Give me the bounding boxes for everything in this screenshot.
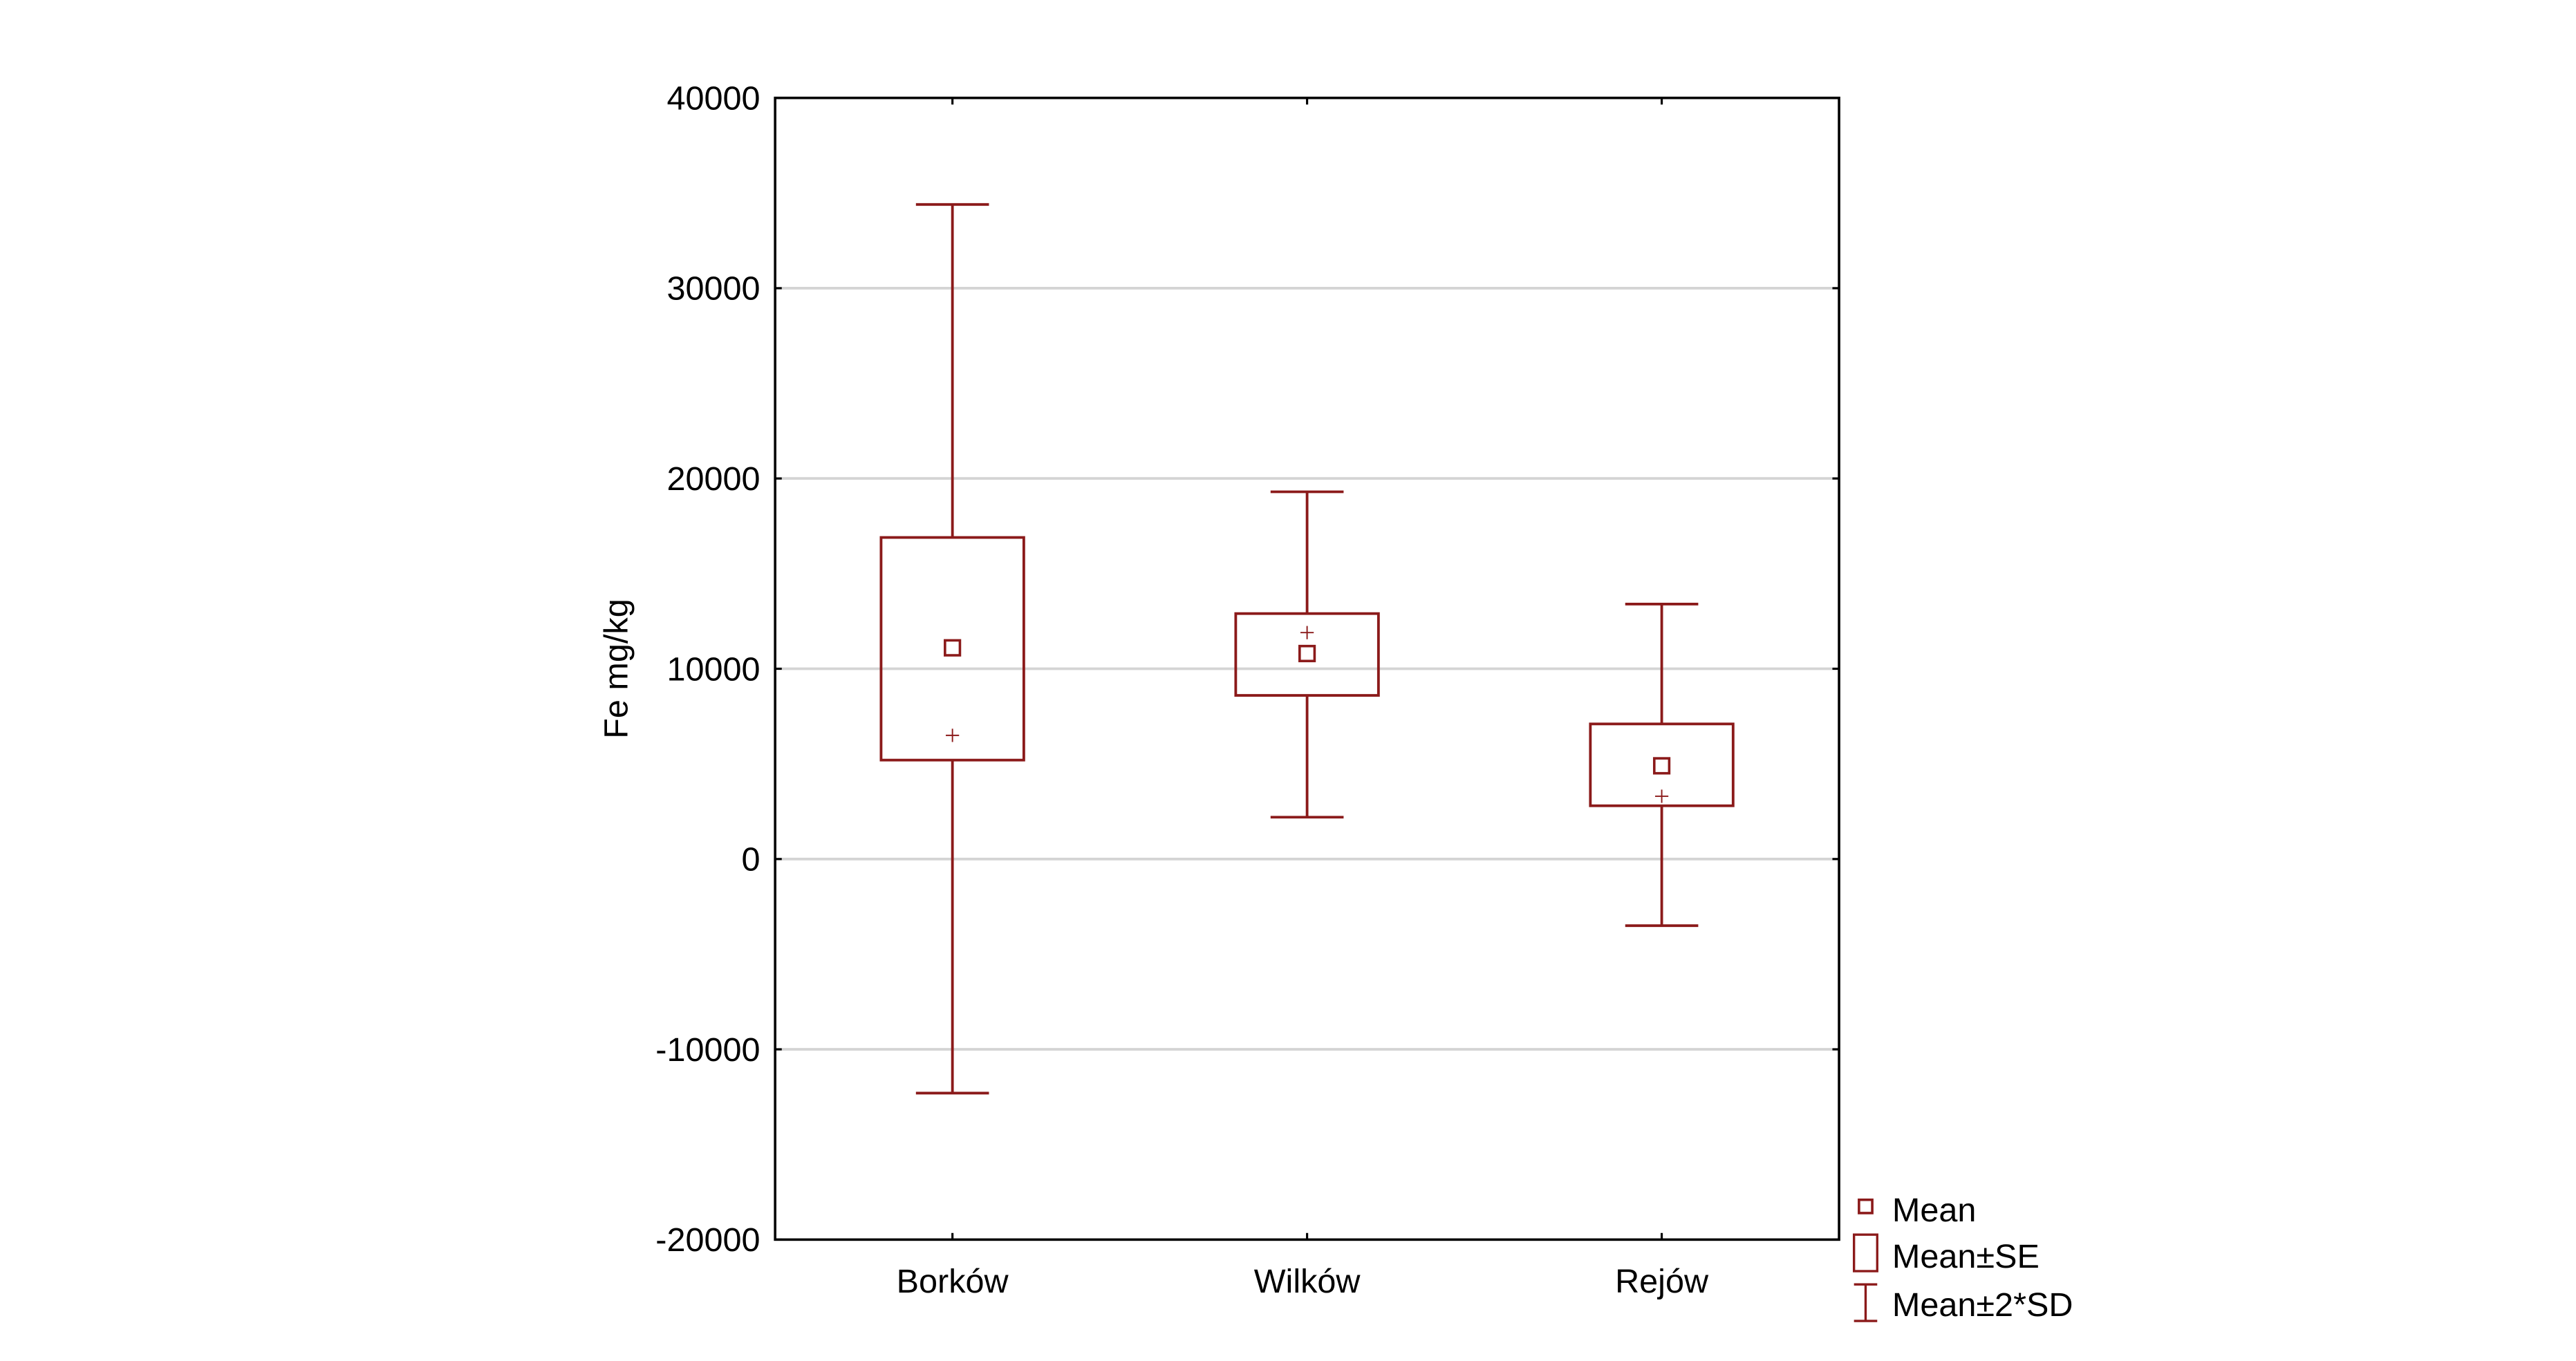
grid-layer [775, 287, 1840, 1051]
y-tick-label: 40000 [666, 79, 760, 117]
y-tick-label: -20000 [655, 1221, 760, 1259]
x-category-label: Wilków [1254, 1263, 1361, 1300]
se-box [879, 536, 1025, 762]
y-tick-label: 20000 [666, 460, 760, 498]
legend-label: Mean±SE [1892, 1238, 2040, 1275]
y-tick-label: 10000 [666, 650, 760, 688]
se-box [1589, 722, 1735, 807]
mean-marker [1298, 644, 1316, 663]
x-category-label: Borków [897, 1263, 1009, 1300]
y-tick-label: -10000 [655, 1031, 760, 1069]
mean-marker [944, 639, 962, 657]
box-group-0 [879, 203, 1025, 1095]
box-group-1 [1234, 490, 1380, 819]
mean-marker [1652, 757, 1671, 775]
axis-layer: 40000 30000 20000 10000 0 -10000 -20000 Borków W… [597, 79, 1840, 1300]
y-tick-label: 0 [742, 841, 760, 879]
x-category-label: Rejów [1615, 1263, 1709, 1300]
legend-label: Mean±2*SD [1892, 1286, 2073, 1324]
legend-mean-symbol [1858, 1198, 1874, 1214]
legend-label: Mean [1892, 1192, 1977, 1229]
legend: Mean Mean±SE Mean±2*SD [1852, 1192, 2073, 1324]
marks-layer [879, 203, 1735, 1095]
y-axis-label: Fe mg/kg [597, 599, 635, 738]
box-group-2 [1589, 602, 1735, 928]
legend-box-symbol [1852, 1233, 1878, 1273]
y-tick-label: 30000 [666, 270, 760, 308]
se-box [1234, 612, 1380, 697]
